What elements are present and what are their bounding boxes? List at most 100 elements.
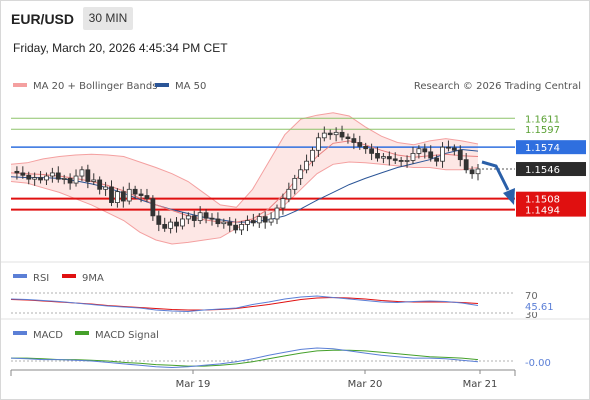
macd-line [10,347,479,369]
candle-body [55,172,61,180]
candle-body [434,157,440,162]
candle-body [132,188,138,195]
forecast-arrow-head [503,188,515,205]
candle-body [162,224,168,229]
rsi-value-bg [521,300,559,312]
rsi-70-label: 70 [525,291,538,302]
candle-body [44,175,49,181]
candle-body [109,186,114,203]
x-tick-mar21: Mar 21 [463,379,498,390]
ma50-line [10,148,479,223]
candle-body [115,191,120,203]
resistance-label-2: 1.1597 [525,125,560,136]
pivot-label-bg [516,140,586,155]
last-price-label: 1.1546 [525,165,560,176]
candle-body [79,169,85,177]
x-tick-mar20: Mar 20 [348,379,383,390]
bollinger-legend-label: MA 20 + Bollinger Bands [33,81,157,92]
candle-body [469,169,475,175]
timeframe-badge[interactable]: 30 MIN [83,7,133,30]
candle-body [91,179,97,182]
rsi-30-label: 30 [525,310,538,321]
candle-body [174,221,179,227]
candle-body [26,174,32,180]
forecast-arrow-line [481,160,510,191]
candle-body [120,191,126,202]
candle-body [428,151,434,159]
candle-body [209,217,215,220]
candle-body [215,218,221,225]
rsi-ma-legend-label: 9MA [82,273,104,284]
last-price-label-bg [516,162,586,177]
candle-body [227,221,233,226]
candle-body [20,172,26,176]
credit-label: Research © 2026 Trading Central [414,81,581,92]
candle-body [475,168,481,175]
candle-body [144,195,150,200]
candle-body [97,179,103,190]
candle-body [410,153,416,161]
macd-lines [10,347,479,369]
rsi-legend-label: RSI [33,273,49,284]
candle-body [73,175,79,184]
candle-body [369,148,374,154]
candle-body [191,215,197,221]
candle-body [333,131,339,136]
rsi-lines [10,295,479,313]
macd-signal-legend-label: MACD Signal [95,330,159,341]
candle-body [446,146,451,149]
candle-body [262,216,268,223]
candle-body [440,146,445,162]
candle-body [351,138,357,143]
support-label-2: 1.1494 [525,206,560,217]
macd-signal-line [11,349,479,367]
support-label-2-bg [516,202,586,217]
candle-body [138,193,144,196]
symbol-title: EUR/USD [11,11,75,27]
candle-body [168,221,174,229]
candle-body [463,159,469,171]
x-tick-mar19: Mar 19 [176,379,211,390]
candle-body [156,215,162,225]
candle-body [357,142,363,147]
candle-body [280,198,286,209]
candle-body [38,177,43,181]
candle-body [203,212,209,219]
candle-body [268,218,274,223]
candle-body [292,177,298,190]
candle-body [327,132,333,136]
candle-body [457,149,463,161]
bollinger-lower-line [10,161,479,245]
macd-value-label: -0.00 [525,358,551,369]
candle-body [392,158,398,161]
candle-body [180,218,185,227]
candle-body [451,147,457,151]
candle-body [315,137,321,151]
rsi-ma-legend-swatch [62,274,76,278]
candle-body [375,153,380,159]
bollinger-band [10,112,479,245]
candle-body [321,132,327,139]
candlesticks [14,125,481,235]
candle-body [32,177,38,180]
candle-body [61,177,67,180]
candle-body [14,170,20,174]
candle-body [126,188,132,202]
candle-body [339,131,345,138]
rsi-line [10,295,479,313]
candle-body [245,220,250,225]
candle-body [398,160,404,162]
candle-body [150,198,156,217]
candle-body [256,216,262,224]
candle-body [422,148,428,153]
candle-body [250,220,256,224]
candle-body [381,156,386,159]
candle-body [197,212,203,221]
candle-body [239,224,244,231]
rsi-value-label: 45.61 [525,302,554,313]
pivot-label: 1.1574 [525,143,560,154]
candle-body [345,136,351,139]
candle-body [386,156,392,160]
macd-signal-legend-swatch [75,331,89,335]
ma50-legend-swatch [155,83,169,87]
